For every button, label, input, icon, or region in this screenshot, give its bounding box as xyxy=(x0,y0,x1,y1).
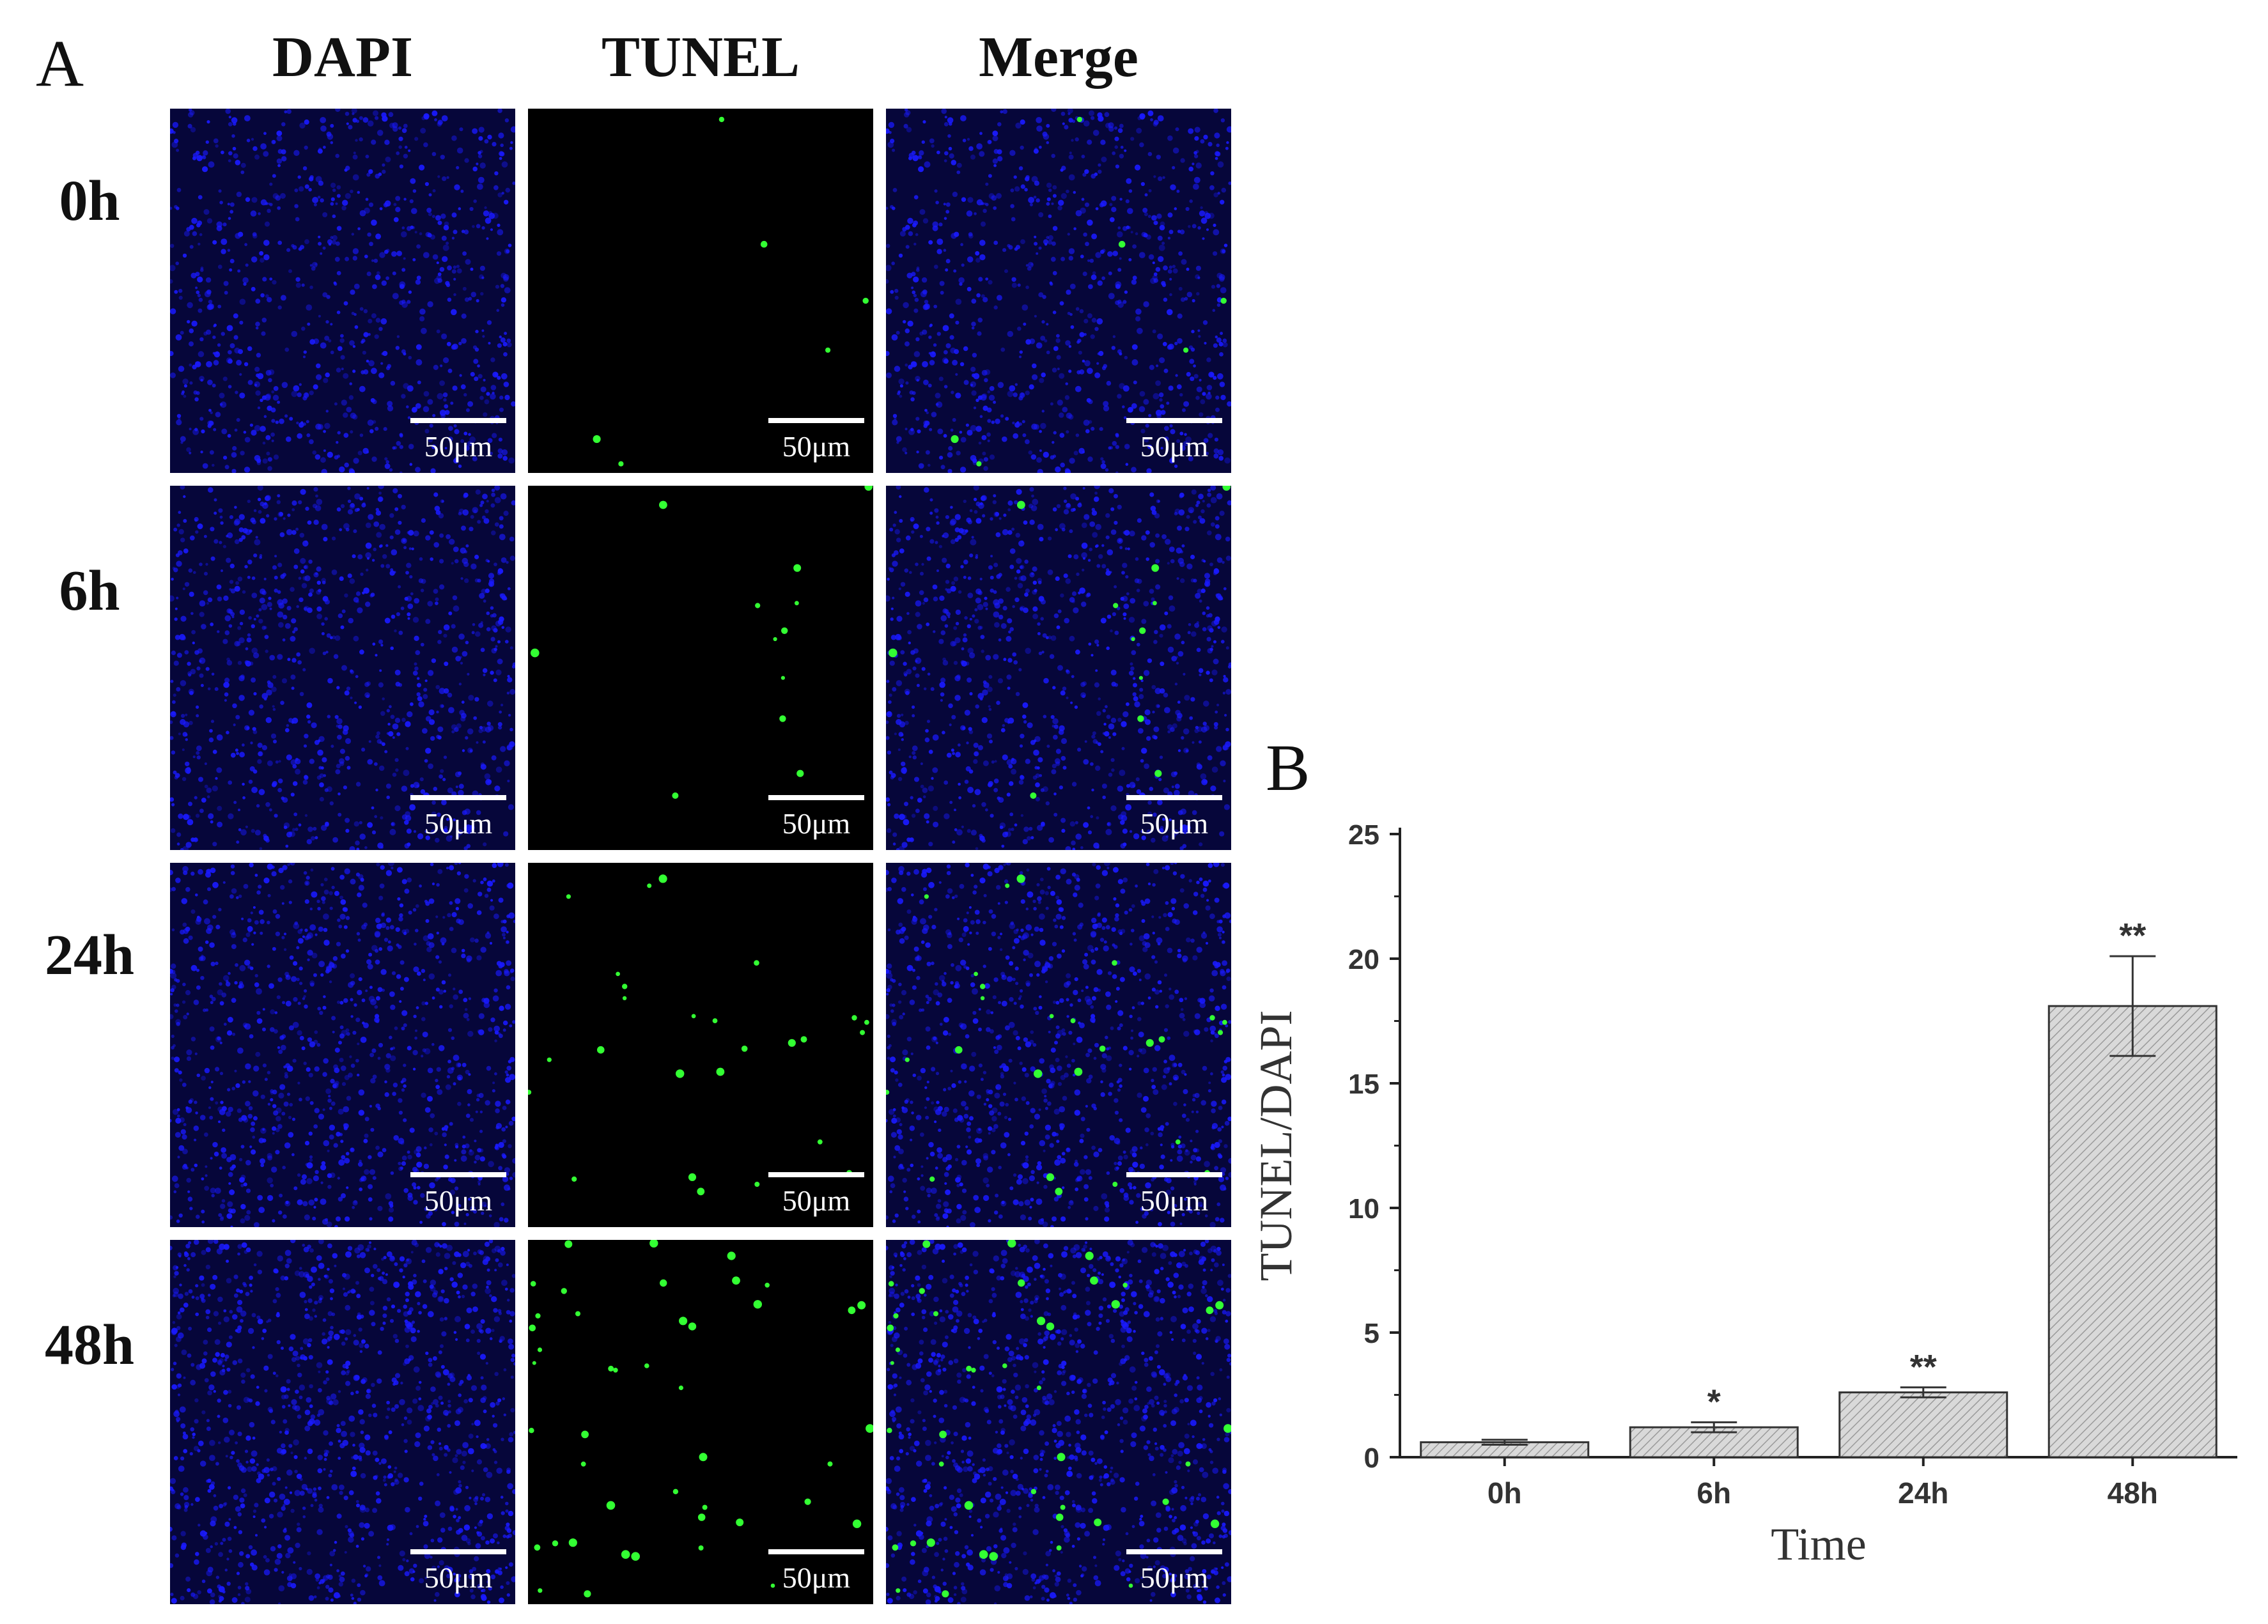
x-tick-label-0h: 0h xyxy=(1487,1476,1522,1510)
micrograph-merge-24h: 50μm xyxy=(886,863,1231,1227)
scale-bar-label: 50μm xyxy=(1140,1561,1209,1594)
y-axis-title: TUNEL/DAPI xyxy=(1250,1010,1301,1281)
scale-bar-label: 50μm xyxy=(424,430,493,463)
x-tick-label-48h: 48h xyxy=(2108,1476,2158,1510)
scale-bar xyxy=(768,418,864,423)
column-header-tunel: TUNEL xyxy=(601,26,800,89)
scale-bar-label: 50μm xyxy=(782,1561,851,1594)
micrograph-grid: 50μm 50μm 50μm 50μm 50μm 50μm 50μm 50μm 50μm 50μm… xyxy=(170,109,1231,1604)
micrograph-tunel-6h: 50μm xyxy=(528,486,873,850)
x-axis-title: Time xyxy=(1771,1519,1866,1570)
row-label-6h: 6h xyxy=(59,559,120,623)
micrograph-merge-48h: 50μm xyxy=(886,1240,1231,1604)
scale-bar xyxy=(410,1172,506,1177)
scale-bar-label: 50μm xyxy=(782,1184,851,1217)
micrograph-merge-0h: 50μm xyxy=(886,109,1231,473)
scale-bar-label: 50μm xyxy=(424,1561,493,1594)
panel-b-letter: B xyxy=(1266,731,1310,805)
scale-bar-label: 50μm xyxy=(424,807,493,840)
micrograph-dapi-48h: 50μm xyxy=(170,1240,515,1604)
y-tick-label: 0 xyxy=(1364,1442,1379,1474)
micrograph-dapi-24h: 50μm xyxy=(170,863,515,1227)
scale-bar-label: 50μm xyxy=(782,430,851,463)
micrograph-tunel-0h: 50μm xyxy=(528,109,873,473)
significance-6h: * xyxy=(1707,1382,1721,1421)
scale-bar-label: 50μm xyxy=(1140,1184,1209,1217)
scale-bar xyxy=(768,1549,864,1554)
scale-bar-label: 50μm xyxy=(782,807,851,840)
micrograph-merge-6h: 50μm xyxy=(886,486,1231,850)
scale-bar-label: 50μm xyxy=(1140,430,1209,463)
tunel-dapi-bar-chart: 0 5 10 15 20 25 0h * 6h ** 24h ** 48h Time TUNEL/DAPI xyxy=(1250,819,2237,1570)
micrograph-dapi-0h: 50μm xyxy=(170,109,515,473)
row-label-0h: 0h xyxy=(59,169,120,233)
scale-bar xyxy=(410,418,506,423)
y-tick-label: 10 xyxy=(1348,1193,1379,1225)
row-label-24h: 24h xyxy=(44,924,135,987)
scale-bar xyxy=(1126,1172,1222,1177)
y-tick-label: 5 xyxy=(1364,1318,1379,1349)
micrograph-dapi-6h: 50μm xyxy=(170,486,515,850)
bar-48h xyxy=(2047,1005,2218,1458)
scale-bar xyxy=(410,795,506,800)
scale-bar xyxy=(1126,1549,1222,1554)
scale-bar xyxy=(1126,418,1222,423)
scale-bar xyxy=(768,795,864,800)
scale-bar xyxy=(768,1172,864,1177)
bar-24h xyxy=(1838,1391,2008,1458)
row-label-48h: 48h xyxy=(44,1313,135,1377)
panel-a-letter: A xyxy=(36,27,84,100)
column-header-merge: Merge xyxy=(979,26,1138,89)
x-tick-label-24h: 24h xyxy=(1898,1476,1948,1510)
micrograph-tunel-24h: 50μm xyxy=(528,863,873,1227)
micrograph-tunel-48h: 50μm xyxy=(528,1240,873,1604)
column-header-dapi: DAPI xyxy=(272,26,413,89)
y-tick-label: 20 xyxy=(1348,944,1379,975)
x-tick-label-6h: 6h xyxy=(1697,1476,1731,1510)
scale-bar xyxy=(410,1549,506,1554)
y-tick-label: 25 xyxy=(1348,819,1379,851)
y-tick-label: 15 xyxy=(1348,1069,1379,1100)
scale-bar xyxy=(1126,795,1222,800)
significance-48h: ** xyxy=(2119,916,2146,955)
significance-24h: ** xyxy=(1910,1348,1937,1386)
scale-bar-label: 50μm xyxy=(1140,807,1209,840)
scale-bar-label: 50μm xyxy=(424,1184,493,1217)
